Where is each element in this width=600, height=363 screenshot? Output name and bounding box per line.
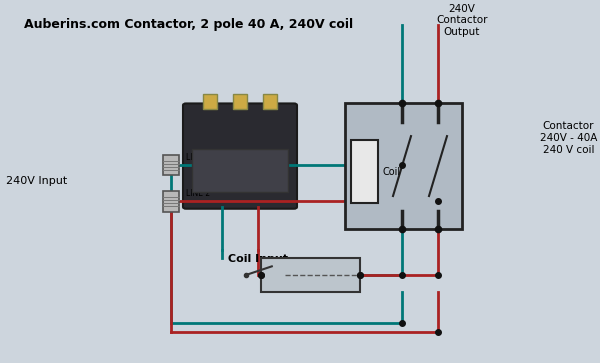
Bar: [192, 149, 288, 192]
Text: Coil: Coil: [383, 167, 401, 176]
Bar: [351, 140, 378, 203]
Bar: [261, 258, 360, 292]
Bar: [163, 155, 179, 175]
Bar: [163, 191, 179, 212]
Text: Contactor
240V - 40A
240 V coil: Contactor 240V - 40A 240 V coil: [539, 121, 597, 155]
Bar: [263, 94, 277, 109]
FancyBboxPatch shape: [183, 103, 297, 209]
Text: 240V Input: 240V Input: [6, 176, 67, 187]
Text: Auberins.com Contactor, 2 pole 40 A, 240V coil: Auberins.com Contactor, 2 pole 40 A, 240…: [24, 18, 353, 31]
Text: Coil Input: Coil Input: [228, 254, 288, 264]
Text: LINE 2: LINE 2: [186, 189, 210, 198]
Bar: [345, 103, 462, 229]
Bar: [233, 94, 247, 109]
Text: 240V
Contactor
Output: 240V Contactor Output: [436, 4, 488, 37]
Bar: [203, 94, 217, 109]
Bar: [180, 91, 312, 218]
Text: LINE 1: LINE 1: [186, 152, 210, 162]
